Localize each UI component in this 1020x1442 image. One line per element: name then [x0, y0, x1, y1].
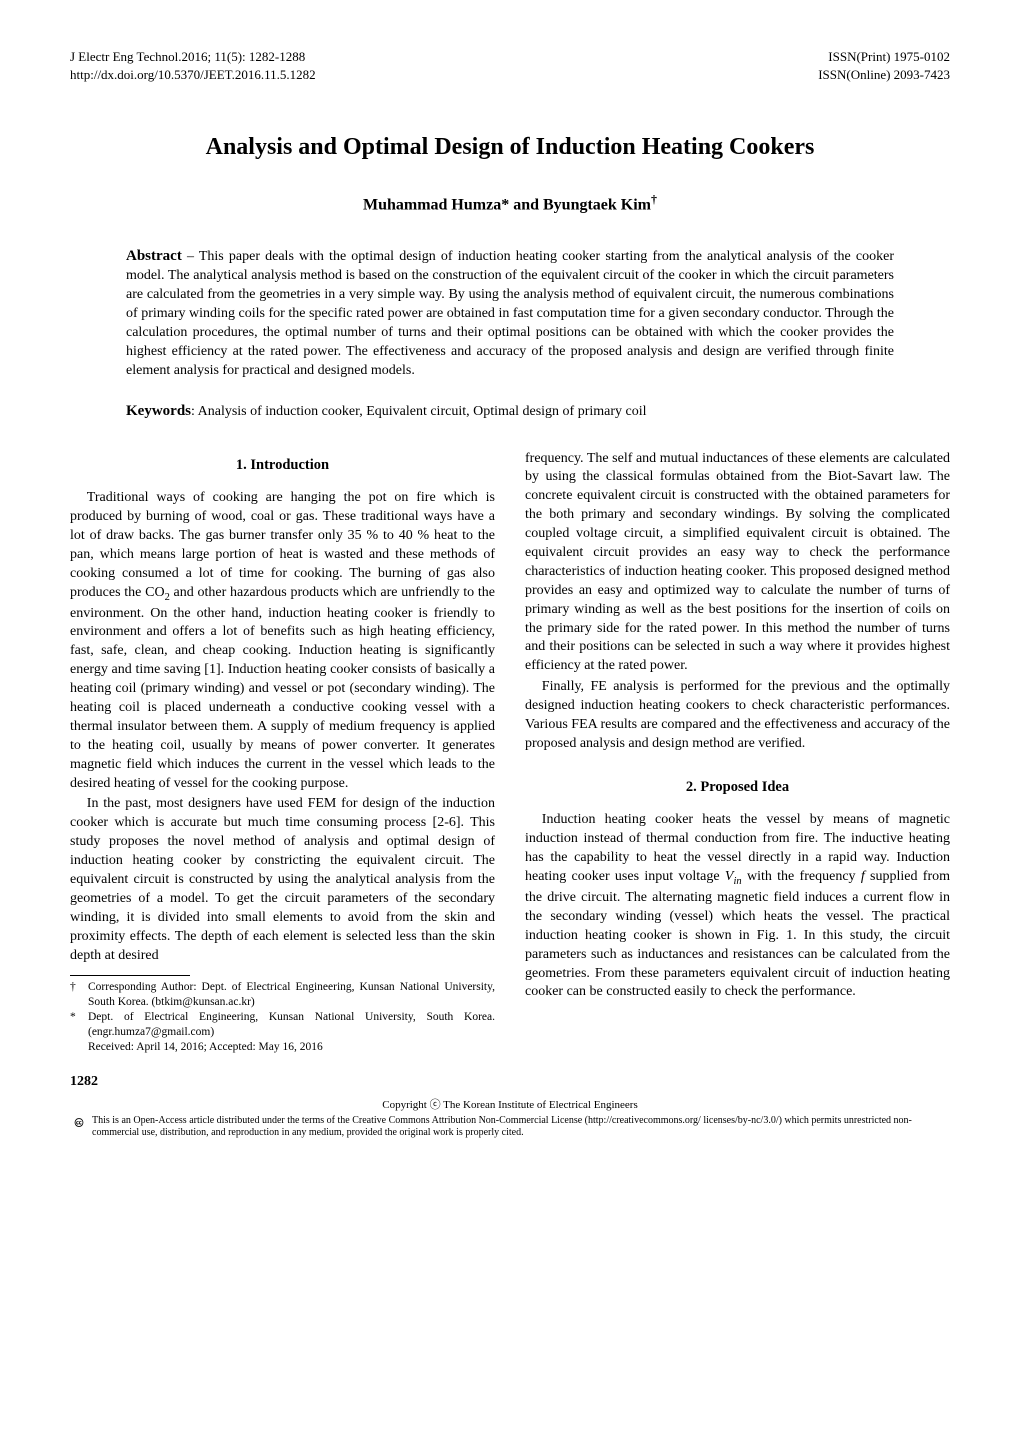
- proposed-paragraph-1: Induction heating cooker heats the vesse…: [525, 811, 950, 1002]
- proposed-p1-b: with the frequency: [742, 869, 861, 884]
- page-number: 1282: [70, 1073, 950, 1092]
- footnote-mark-blank: [70, 1040, 88, 1054]
- column-left: 1. Introduction Traditional ways of cook…: [70, 450, 495, 1056]
- footnote-mark-star: *: [70, 1010, 88, 1039]
- header-left: J Electr Eng Technol.2016; 11(5): 1282-1…: [70, 48, 316, 83]
- header-right: ISSN(Print) 1975-0102 ISSN(Online) 2093-…: [818, 48, 950, 83]
- cc-license-text: This is an Open-Access article distribut…: [92, 1115, 950, 1139]
- footnote-mark-dagger: †: [70, 980, 88, 1009]
- footnote-rule: [70, 975, 190, 976]
- abstract: Abstract – This paper deals with the opt…: [126, 246, 894, 380]
- issn-print: ISSN(Print) 1975-0102: [818, 48, 950, 66]
- section-2-heading: 2. Proposed Idea: [525, 778, 950, 798]
- dagger-mark: †: [651, 192, 657, 206]
- page-footer: 1282 Copyright ⓒ The Korean Institute of…: [70, 1073, 950, 1139]
- footnote-text-1: Corresponding Author: Dept. of Electrica…: [88, 980, 495, 1009]
- footnote-corresponding: † Corresponding Author: Dept. of Electri…: [70, 980, 495, 1009]
- footnotes-block: † Corresponding Author: Dept. of Electri…: [70, 980, 495, 1054]
- two-column-body: 1. Introduction Traditional ways of cook…: [70, 450, 950, 1056]
- keywords: Keywords: Analysis of induction cooker, …: [126, 401, 894, 422]
- footnote-text-2: Dept. of Electrical Engineering, Kunsan …: [88, 1010, 495, 1039]
- abstract-label: Abstract: [126, 248, 182, 264]
- paper-title: Analysis and Optimal Design of Induction…: [70, 131, 950, 163]
- intro-paragraph-1: Traditional ways of cooking are hanging …: [70, 489, 495, 793]
- section-1-heading: 1. Introduction: [70, 456, 495, 476]
- keywords-label: Keywords: [126, 403, 191, 419]
- running-header: J Electr Eng Technol.2016; 11(5): 1282-1…: [70, 48, 950, 83]
- symbol-vin-sub: in: [733, 876, 741, 887]
- copyright-line: Copyright ⓒ The Korean Institute of Elec…: [70, 1098, 950, 1113]
- journal-citation: J Electr Eng Technol.2016; 11(5): 1282-1…: [70, 48, 316, 66]
- footnote-received: Received: April 14, 2016; Accepted: May …: [70, 1040, 495, 1054]
- footnote-received-text: Received: April 14, 2016; Accepted: May …: [88, 1040, 323, 1054]
- authors-line: Muhammad Humza* and Byungtaek Kim†: [70, 191, 950, 216]
- column-right: frequency. The self and mutual inductanc…: [525, 450, 950, 1056]
- intro-p1-part-b: and other hazardous products which are u…: [70, 585, 495, 791]
- page-container: J Electr Eng Technol.2016; 11(5): 1282-1…: [0, 0, 1020, 1167]
- authors-names: Muhammad Humza* and Byungtaek Kim: [363, 197, 651, 214]
- doi-link: http://dx.doi.org/10.5370/JEET.2016.11.5…: [70, 66, 316, 84]
- cc-icon: 🅭: [70, 1115, 88, 1131]
- proposed-p1-c: supplied from the drive circuit. The alt…: [525, 869, 950, 999]
- intro-paragraph-2: In the past, most designers have used FE…: [70, 795, 495, 965]
- issn-online: ISSN(Online) 2093-7423: [818, 66, 950, 84]
- keywords-text: : Analysis of induction cooker, Equivale…: [191, 404, 647, 419]
- abstract-text: – This paper deals with the optimal desi…: [126, 249, 894, 377]
- intro-finally-paragraph: Finally, FE analysis is performed for th…: [525, 678, 950, 754]
- intro-continuation: frequency. The self and mutual inductanc…: [525, 450, 950, 677]
- cc-license-line: 🅭 This is an Open-Access article distrib…: [70, 1115, 950, 1139]
- intro-p1-part-a: Traditional ways of cooking are hanging …: [70, 490, 495, 599]
- footnote-affiliation: * Dept. of Electrical Engineering, Kunsa…: [70, 1010, 495, 1039]
